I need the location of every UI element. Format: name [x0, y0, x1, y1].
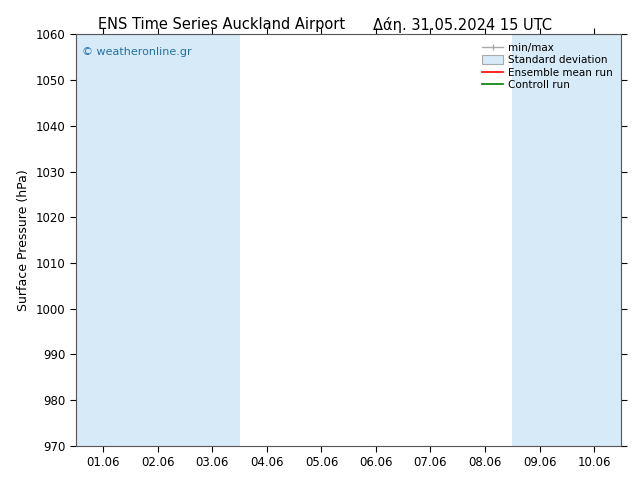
Bar [512, 34, 621, 446]
Y-axis label: Surface Pressure (hPa): Surface Pressure (hPa) [17, 169, 30, 311]
Text: © weatheronline.gr: © weatheronline.gr [82, 47, 191, 57]
Legend: min/max, Standard deviation, Ensemble mean run, Controll run: min/max, Standard deviation, Ensemble me… [479, 40, 616, 94]
Bar [76, 34, 240, 446]
Text: ENS Time Series Auckland Airport: ENS Time Series Auckland Airport [98, 17, 346, 32]
Text: Δάη. 31.05.2024 15 UTC: Δάη. 31.05.2024 15 UTC [373, 17, 552, 33]
